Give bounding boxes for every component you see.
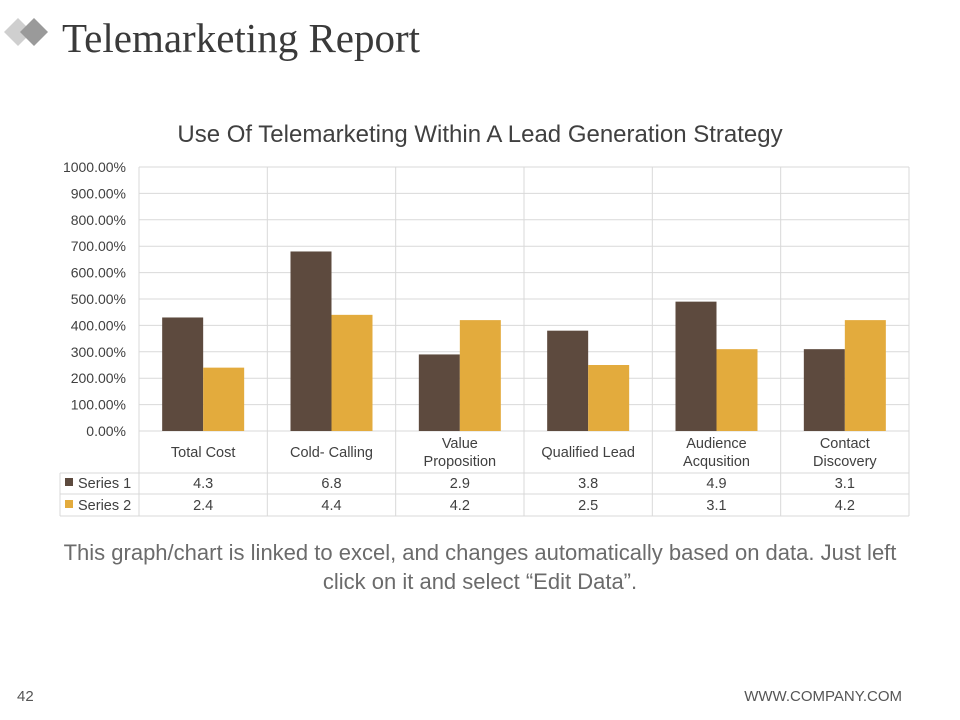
y-tick-label: 400.00% [71, 317, 126, 333]
y-tick-label: 600.00% [71, 265, 126, 281]
data-table: Total Cost Cold- Calling Value Proposition Q… [59, 436, 909, 517]
bar-series-1 [418, 354, 460, 431]
chart-title: Use Of Telemarketing Within A Lead Gener… [177, 121, 783, 148]
legend-series-name: Series 1 [78, 476, 131, 492]
diamond-logo-icon [4, 18, 48, 46]
y-axis-labels: 0.00% 100.00% 200.00% 300.00% 400.00% 500.00%… [63, 159, 126, 439]
table-cell-value: 2.9 [450, 476, 470, 492]
y-tick-label: 800.00% [71, 212, 126, 228]
chart-bars [162, 251, 886, 431]
table-cell-value: 3.1 [835, 476, 855, 492]
x-category-label: Audience [686, 436, 746, 452]
table-cell-value: 2.5 [578, 498, 598, 514]
y-tick-label: 0.00% [86, 423, 126, 439]
y-tick-label: 900.00% [71, 185, 126, 201]
table-cell-value: 3.8 [578, 476, 598, 492]
table-cell-value: 4.2 [835, 498, 855, 514]
footnote-text: This graph/chart is linked to excel, and… [63, 540, 897, 594]
x-category-label: Acqusition [683, 454, 750, 470]
bar-series-1 [803, 349, 845, 431]
bar-series-1 [162, 317, 204, 431]
bar-series-1 [675, 301, 717, 431]
y-tick-label: 500.00% [71, 291, 126, 307]
bar-series-2 [716, 349, 758, 431]
bar-series-1 [547, 330, 589, 431]
table-cell-value: 2.4 [193, 498, 213, 514]
table-cell-value: 6.8 [321, 476, 341, 492]
table-cell-value: 3.1 [706, 498, 726, 514]
x-category-label: Total Cost [171, 445, 235, 461]
x-category-label: Discovery [813, 454, 877, 470]
page-number: 42 [17, 688, 34, 705]
x-category-label: Cold- Calling [290, 445, 373, 461]
x-category-label: Contact [820, 436, 870, 452]
bar-series-2 [203, 367, 245, 431]
bar-series-2 [588, 365, 630, 431]
y-tick-label: 700.00% [71, 238, 126, 254]
y-tick-label: 1000.00% [63, 159, 126, 175]
x-category-label: Value [442, 436, 478, 452]
legend-key-series-1 [65, 478, 73, 486]
bar-series-2 [844, 320, 886, 431]
table-cell-value: 4.9 [706, 476, 726, 492]
table-cell-value: 4.2 [450, 498, 470, 514]
bar-series-2 [331, 314, 373, 431]
slide-title: Telemarketing Report [62, 15, 421, 61]
company-url: WWW.COMPANY.COM [744, 688, 902, 705]
y-tick-label: 200.00% [71, 370, 126, 386]
table-cell-value: 4.4 [321, 498, 341, 514]
bar-series-1 [290, 251, 332, 431]
legend-series-name: Series 2 [78, 498, 131, 514]
legend-key-series-2 [65, 500, 73, 508]
table-cell-value: 4.3 [193, 476, 213, 492]
y-tick-label: 300.00% [71, 344, 126, 360]
y-tick-label: 100.00% [71, 397, 126, 413]
chart-gridlines [138, 166, 910, 516]
x-category-label: Qualified Lead [541, 445, 635, 461]
bar-series-2 [459, 320, 501, 431]
x-category-label: Proposition [424, 454, 497, 470]
